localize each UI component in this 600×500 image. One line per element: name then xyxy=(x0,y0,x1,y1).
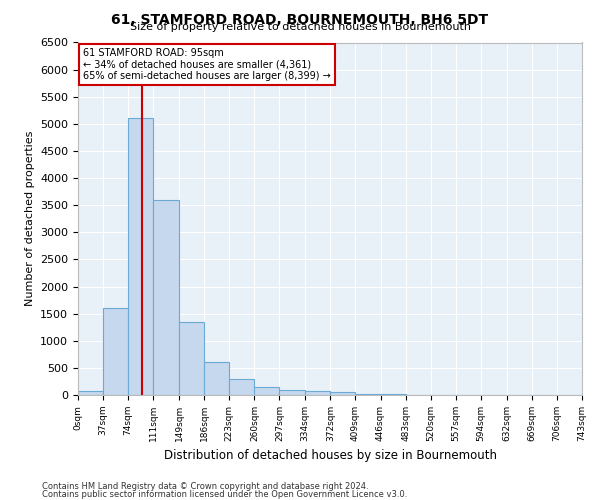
Text: Size of property relative to detached houses in Bournemouth: Size of property relative to detached ho… xyxy=(130,22,470,32)
Bar xyxy=(103,308,128,395)
Bar xyxy=(280,390,305,395)
X-axis label: Distribution of detached houses by size in Bournemouth: Distribution of detached houses by size … xyxy=(163,450,497,462)
Bar xyxy=(331,392,355,395)
Bar xyxy=(153,200,179,395)
Bar xyxy=(380,394,406,395)
Bar xyxy=(254,387,280,395)
Text: 61 STAMFORD ROAD: 95sqm
← 34% of detached houses are smaller (4,361)
65% of semi: 61 STAMFORD ROAD: 95sqm ← 34% of detache… xyxy=(83,48,331,81)
Bar xyxy=(128,118,153,395)
Y-axis label: Number of detached properties: Number of detached properties xyxy=(25,131,35,306)
Text: Contains HM Land Registry data © Crown copyright and database right 2024.: Contains HM Land Registry data © Crown c… xyxy=(42,482,368,491)
Text: 61, STAMFORD ROAD, BOURNEMOUTH, BH6 5DT: 61, STAMFORD ROAD, BOURNEMOUTH, BH6 5DT xyxy=(112,12,488,26)
Bar xyxy=(78,390,103,395)
Bar xyxy=(355,394,380,395)
Bar xyxy=(204,362,229,395)
Bar xyxy=(179,322,204,395)
Bar xyxy=(229,378,254,395)
Bar xyxy=(305,391,331,395)
Text: Contains public sector information licensed under the Open Government Licence v3: Contains public sector information licen… xyxy=(42,490,407,499)
